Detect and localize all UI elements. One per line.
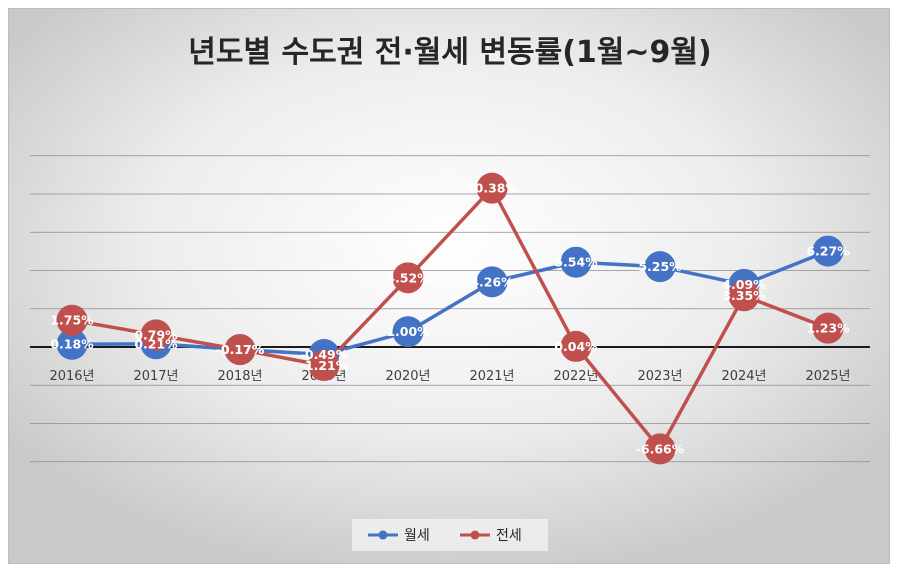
data-label: -6.66% [636,441,685,456]
data-label: 1.75% [50,313,94,328]
x-tick-label: 2023년 [637,369,682,384]
data-point [476,172,508,204]
data-label: 4.52% [386,270,430,285]
legend-marker [470,530,480,540]
data-label: 1.23% [806,321,850,336]
x-tick-label: 2022년 [553,369,598,384]
series-layer: 0.18% 0.21% -0.17% -0.49% 1.00% 4.26% 5.54% 5.2… [50,172,850,465]
chart-title: 년도별 수도권 전·월세 변동률(1월~9월) [188,35,711,70]
data-point [560,330,592,362]
x-tick-label: 2017년 [133,369,178,384]
legend-marker [378,530,388,540]
data-label: 10.38% [466,181,519,196]
data-label: -1.21% [300,358,349,373]
data-point [392,316,424,348]
x-tick-label: 2021년 [469,369,514,384]
data-point [644,433,676,465]
data-point [560,246,592,278]
legend-label: 월세 [404,528,430,544]
data-label: 6.27% [806,244,850,259]
data-label: 0.04% [554,339,598,354]
data-label: 5.25% [638,259,682,274]
data-label: 0.79% [134,327,178,342]
data-label: 5.54% [554,255,598,270]
data-point [308,350,340,382]
x-tick-label: 2018년 [217,369,262,384]
data-point [812,235,844,267]
data-label: 1.00% [386,324,430,339]
data-label: -0.17% [216,342,265,357]
data-label: 4.26% [470,274,514,289]
data-point [392,262,424,294]
data-point [812,312,844,344]
legend-item: 월세 [368,528,430,544]
x-tick-label: 2025년 [805,369,850,384]
x-tick-label: 2024년 [721,369,766,384]
data-label: 4.09% [722,277,766,292]
data-label: 3.35% [722,288,766,303]
series-line [71,186,829,451]
data-point [644,251,676,283]
data-point [56,328,88,360]
data-labels: 1.75% 0.79% -0.17% -1.21% 4.52% 10.38% 0.04% -6… [50,181,850,457]
chart-frame [8,8,890,564]
legend-label: 전세 [496,528,522,544]
series-jeonse [56,172,844,465]
data-label: 0.18% [50,337,94,352]
data-point [140,319,172,351]
x-tick-label: 2020년 [385,369,430,384]
data-point [476,266,508,298]
x-tick-label: 2016년 [49,369,94,384]
data-point [728,280,760,312]
legend: 월세 전세 [352,519,548,551]
data-label: 0.21% [134,336,178,351]
data-label: -0.17% [216,342,265,357]
data-point [56,304,88,336]
legend-item: 전세 [460,528,522,544]
data-point [224,334,256,366]
series-line [71,249,829,357]
data-labels: 0.18% 0.21% -0.17% -0.49% 1.00% 4.26% 5.54% 5.2… [50,244,850,362]
data-label: -0.49% [300,347,349,362]
x-axis-ticks: 2016년2017년2018년2019년2020년2021년2022년2023년… [49,369,850,384]
